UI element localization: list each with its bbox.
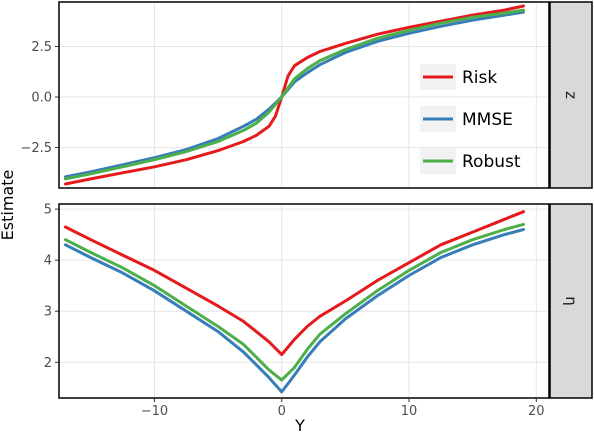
legend-label-mmse: MMSE: [462, 110, 513, 130]
facet-strip-label: η: [562, 296, 580, 306]
legend-label-robust: Robust: [462, 152, 521, 172]
legend-label-risk: Risk: [462, 68, 497, 88]
series-line-mmse-panel-2: [63, 228, 525, 394]
x-tick-label: 0: [278, 404, 286, 419]
series-line-robust-panel-1: [63, 8, 525, 181]
y-tick-label: 2.5: [31, 40, 52, 55]
panel-background: [59, 2, 549, 188]
facet-strip: [549, 203, 593, 399]
y-axis-title: Estimate: [0, 170, 17, 241]
panel-border: [58, 1, 550, 189]
y-tick-label: 5: [44, 203, 52, 218]
y-tick-label: 2: [44, 356, 52, 371]
facet-strip: [549, 1, 593, 189]
x-tick-label: 10: [401, 404, 418, 419]
x-tick-label: −10: [141, 404, 168, 419]
y-tick-label: −2.5: [20, 141, 52, 156]
series-line-risk-panel-2: [63, 210, 525, 357]
y-tick-label: 3: [44, 305, 52, 320]
panel-border: [58, 203, 550, 399]
y-tick-label: 4: [44, 254, 52, 269]
y-tick-label: 0.0: [31, 91, 52, 106]
facet-strip-label: z: [562, 91, 580, 99]
series-line-risk-panel-1: [63, 4, 525, 186]
x-axis-title: Y: [294, 416, 305, 435]
series-line-robust-panel-2: [63, 222, 525, 382]
x-tick-label: 20: [528, 404, 545, 419]
panel-background: [59, 204, 549, 398]
